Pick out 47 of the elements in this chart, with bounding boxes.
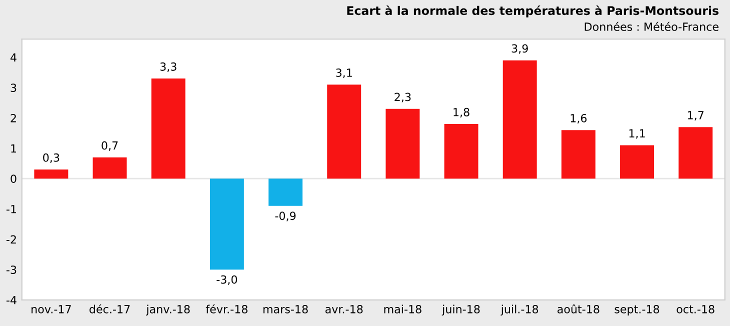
data-label: 1,8 bbox=[454, 108, 470, 118]
x-tick-label: juin-18 bbox=[442, 304, 480, 316]
x-tick-label: mai-18 bbox=[384, 304, 422, 314]
y-tick-label: -1 bbox=[6, 205, 16, 214]
x-tick-label: déc.-17 bbox=[90, 304, 130, 314]
bar bbox=[386, 108, 420, 179]
x-tick-label: nov.-17 bbox=[32, 305, 71, 314]
y-tick-label: 3 bbox=[10, 84, 16, 92]
data-label: 1,7 bbox=[688, 111, 704, 120]
x-tick-label: juil.-18 bbox=[500, 304, 538, 316]
bar bbox=[678, 127, 713, 179]
bar bbox=[92, 157, 127, 179]
data-label: 1,6 bbox=[570, 114, 587, 124]
chart-subtitle: Données : Météo-France bbox=[584, 22, 718, 31]
x-tick-label: août-18 bbox=[558, 304, 600, 314]
chart-title: Ecart à la normale des températures à Paris-Montsouris bbox=[347, 5, 718, 18]
x-tick-label: févr.-18 bbox=[206, 304, 248, 314]
data-label: -3,0 bbox=[216, 275, 238, 285]
x-tick-label: janv.-18 bbox=[146, 304, 190, 316]
bar bbox=[444, 124, 478, 179]
data-label: 1,1 bbox=[629, 129, 645, 139]
bar bbox=[620, 145, 654, 179]
bar bbox=[268, 178, 303, 206]
bar bbox=[210, 178, 244, 270]
bar bbox=[151, 78, 186, 179]
bar bbox=[502, 60, 537, 179]
x-tick-label: avr.-18 bbox=[325, 304, 363, 314]
y-tick-label: -3 bbox=[6, 266, 16, 274]
y-tick-label: 1 bbox=[11, 144, 16, 153]
data-label: 3,1 bbox=[336, 68, 352, 78]
data-label: 3,3 bbox=[160, 62, 176, 72]
bar bbox=[327, 84, 362, 179]
bar bbox=[561, 130, 596, 179]
y-tick-label: 4 bbox=[10, 53, 16, 62]
data-label: 3,9 bbox=[512, 44, 528, 54]
data-label: 0,7 bbox=[102, 141, 118, 151]
y-tick-label: -2 bbox=[6, 235, 16, 244]
bar bbox=[34, 170, 68, 179]
y-tick-label: -4 bbox=[6, 296, 16, 304]
y-tick-label: 0 bbox=[10, 174, 16, 183]
data-label: 2,3 bbox=[394, 92, 411, 102]
data-label: -0,9 bbox=[275, 212, 296, 222]
x-tick-label: mars-18 bbox=[263, 304, 308, 314]
data-label: 0,3 bbox=[43, 153, 60, 163]
x-tick-label: oct.-18 bbox=[676, 304, 714, 314]
y-tick-label: 2 bbox=[10, 114, 16, 122]
x-tick-label: sept.-18 bbox=[614, 304, 660, 316]
